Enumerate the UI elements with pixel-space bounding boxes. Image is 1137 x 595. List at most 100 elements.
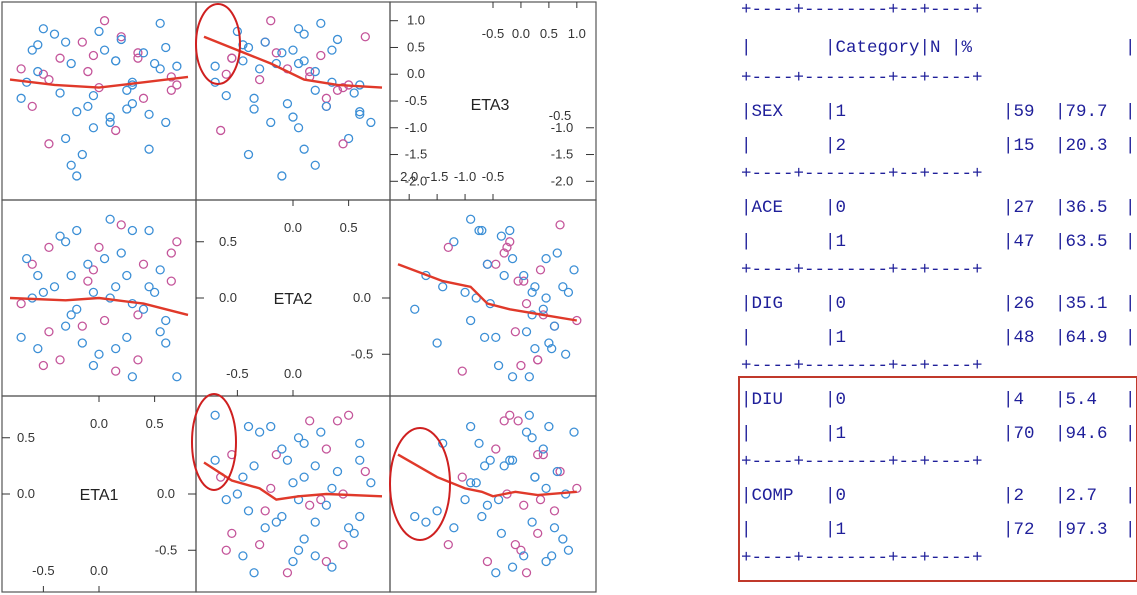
data-point [410,511,420,522]
data-point [144,282,154,292]
data-point [149,287,160,298]
data-point [533,449,543,460]
table-count: |70 [1003,424,1035,444]
data-point [443,242,453,253]
data-point [355,438,365,449]
data-point [496,231,507,241]
table-count: |26 [1003,294,1035,314]
data-point [555,466,565,477]
tick-label: -0.5 [226,366,248,381]
data-point [138,93,149,103]
tick-label: 0.5 [146,416,164,431]
data-point [111,56,121,66]
data-point [499,416,509,426]
data-point [249,568,259,578]
data-point [271,517,281,527]
table-cell: | [1125,102,1136,122]
table-category: |1 [825,232,846,252]
data-point [321,556,332,567]
data-point [266,483,276,494]
data-point [299,438,309,449]
data-point [299,29,309,39]
tick-label: 0.0 [90,416,108,431]
data-point [355,107,365,117]
data-point [332,85,343,95]
data-point [460,494,470,505]
data-point [552,466,562,477]
data-point [282,99,293,109]
data-point [521,568,532,578]
table-percent: |20.3 [1055,136,1108,156]
data-point [519,551,529,561]
data-point [144,109,154,120]
data-point [491,332,501,343]
data-point [49,282,60,292]
data-point [355,455,365,465]
data-point [527,287,537,298]
data-point [349,528,359,539]
data-point [16,64,26,74]
data-point [33,343,43,354]
tick-label: -1.0 [454,169,476,184]
data-point [243,421,254,432]
data-point [27,45,37,55]
data-point [491,444,501,454]
tick-label: 0.5 [340,220,358,235]
data-point [238,472,248,482]
data-point [293,123,304,133]
table-count: |4 [1003,390,1024,410]
data-point [55,88,65,98]
smoother-line [397,453,577,498]
scatter-panel-e3-vs-e2 [203,16,383,181]
smoother-line [9,75,189,89]
label-eta3: ETA3 [471,97,510,114]
data-point [127,225,138,236]
data-point [155,18,165,29]
table-group: |COMP [741,486,794,506]
data-point [277,511,287,522]
data-point [443,539,453,550]
data-point [243,506,254,516]
table-border: +----+--------+--+----+ [741,548,983,568]
data-point [161,42,171,53]
data-point [477,511,487,522]
data-point [505,237,515,247]
data-point [338,539,348,550]
data-point [99,16,110,26]
data-point [260,37,270,47]
data-point [88,265,99,275]
tick-label: 0.5 [219,234,237,249]
data-point [105,214,115,224]
data-point [502,242,512,253]
data-point [288,45,298,55]
highlight-box [738,376,1137,582]
tick-label: 0.0 [407,66,425,81]
tick-label: -2.0 [551,173,573,188]
data-point [305,500,315,510]
data-point [138,259,149,269]
data-point [541,483,551,494]
data-point [111,125,121,136]
data-point [266,117,276,128]
scatterplot-matrix: 1.00.50.0-0.5-1.0-1.5-2.0-1.0-1.5-2.0-0.… [1,1,597,593]
data-point [321,444,332,454]
data-point [83,66,93,77]
data-point [299,472,309,482]
data-point [421,517,431,527]
data-point [474,438,484,449]
data-point [521,327,532,337]
data-point [519,500,529,510]
data-point [138,304,149,314]
data-point [432,506,442,516]
data-point [305,416,315,426]
data-point [155,64,165,74]
tick-label: 0.0 [284,366,302,381]
data-point [493,360,504,371]
data-point [519,270,529,281]
data-point [66,160,76,170]
table-category: |1 [825,424,846,444]
data-point [88,90,99,101]
data-point [457,472,467,482]
data-point [538,304,548,314]
data-point [77,321,87,331]
